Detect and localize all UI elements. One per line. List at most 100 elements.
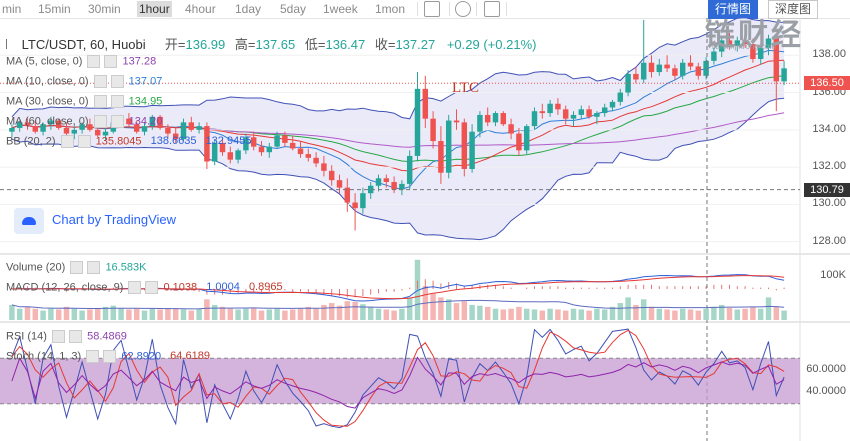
eye-icon[interactable]	[87, 55, 101, 68]
timeframe-30min[interactable]: 30min	[88, 2, 121, 16]
gear-icon[interactable]	[104, 55, 118, 68]
candle-body	[360, 193, 366, 209]
candle-body	[48, 120, 54, 125]
timeframe-15min[interactable]: 15min	[38, 2, 71, 16]
rsi-legend[interactable]: RSI (14) 58.4869	[6, 330, 127, 343]
ma5-legend[interactable]: MA (5, close, 0) 137.28	[6, 55, 156, 68]
chart-canvas[interactable]	[0, 18, 850, 441]
candle-body	[180, 122, 187, 140]
volume-bar	[406, 297, 413, 320]
volume-bar	[172, 308, 179, 320]
price-tick-label: 138.00	[812, 48, 846, 61]
candle-body	[445, 120, 452, 173]
timeframe-1week[interactable]: 1week	[323, 2, 358, 16]
volume-bar	[672, 310, 678, 320]
volume-bar	[765, 297, 772, 320]
timeframe-min[interactable]: min	[2, 2, 22, 16]
candle-body	[594, 113, 600, 117]
candle-body	[274, 135, 280, 147]
ma30-legend[interactable]: MA (30, close, 0) 134.95	[6, 95, 162, 108]
candle-body	[656, 64, 663, 73]
volume-bar	[734, 309, 741, 320]
volume-bar	[664, 309, 670, 320]
candle-body	[531, 111, 538, 127]
volume-legend[interactable]: Volume (20) 16.583K	[6, 261, 146, 274]
candle-body	[71, 129, 78, 134]
bb-legend[interactable]: BB (20, 2) 135.8045 138.6635 132.9455	[6, 135, 251, 148]
volume-bar	[703, 308, 709, 320]
gear-icon[interactable]	[69, 330, 83, 343]
candle-body	[172, 133, 179, 140]
bb-upper-value: 135.8045	[95, 135, 142, 148]
gear-icon[interactable]	[110, 75, 124, 88]
ma60-legend[interactable]: MA (60, close, 0) 134.20	[6, 115, 162, 128]
eye-icon[interactable]	[93, 95, 107, 108]
crosshair-price-badge: 130.79	[804, 182, 850, 197]
candle-body	[149, 116, 156, 127]
eye-icon[interactable]	[93, 75, 107, 88]
chart-view-toggle[interactable]: 行情图	[708, 0, 759, 19]
eye-icon[interactable]	[128, 281, 142, 294]
candle-body	[79, 124, 85, 130]
volume-bar	[555, 309, 561, 320]
eye-icon[interactable]	[70, 261, 84, 274]
volume-bar	[625, 297, 631, 320]
volume-bar	[726, 307, 733, 320]
toolbar-divider	[506, 2, 507, 16]
candle-body	[165, 127, 171, 134]
candle-body	[243, 137, 249, 151]
eye-icon[interactable]	[86, 350, 100, 363]
candle-body	[227, 152, 234, 160]
chart-style-icon[interactable]	[424, 1, 440, 17]
collapse-icon[interactable]	[6, 39, 13, 49]
volume-tick-label: 100K	[820, 269, 846, 281]
macd-legend[interactable]: MACD (12, 26, close, 9) 0.1038 1.0004 0.…	[6, 281, 283, 294]
gear-icon[interactable]	[145, 281, 159, 294]
bb-middle-value: 138.6635	[150, 135, 197, 148]
gear-icon[interactable]	[77, 135, 91, 148]
stoch-d-value: 64.6189	[170, 350, 210, 363]
bollinger-lower-line	[11, 97, 785, 241]
tradingview-link[interactable]: Chart by TradingView	[14, 206, 176, 234]
gear-icon[interactable]	[110, 95, 124, 108]
settings-icon[interactable]	[455, 1, 471, 17]
macd-signal-value: 0.8965	[248, 281, 283, 294]
volume-bar	[617, 303, 624, 320]
timeframe-1hour[interactable]: 1hour	[137, 1, 172, 17]
timeframe-1mon[interactable]: 1mon	[375, 2, 406, 16]
volume-bar	[313, 308, 319, 320]
stoch-legend[interactable]: Stoch (14, 1, 3) 62.8920 64.6189	[6, 350, 210, 363]
candle-body	[196, 126, 202, 130]
eye-icon[interactable]	[93, 115, 107, 128]
volume-bar	[523, 308, 530, 320]
timeframe-5day[interactable]: 5day	[280, 2, 307, 16]
gear-icon[interactable]	[103, 350, 117, 363]
candle-body	[734, 40, 741, 46]
volume-bar	[48, 308, 54, 320]
candle-body	[617, 92, 624, 102]
gear-icon[interactable]	[87, 261, 101, 274]
candle-body	[383, 178, 390, 183]
eye-icon[interactable]	[60, 135, 74, 148]
ma10-legend[interactable]: MA (10, close, 0) 137.07	[6, 75, 162, 88]
fullscreen-icon[interactable]	[484, 1, 500, 17]
gear-icon[interactable]	[110, 115, 124, 128]
candle-body	[500, 113, 507, 125]
candle-body	[461, 122, 468, 169]
candle-body	[391, 182, 397, 190]
volume-bar	[352, 301, 358, 320]
timeframe-4hour[interactable]: 4hour	[185, 2, 216, 16]
candle-body	[492, 113, 499, 123]
toolbar-divider	[476, 2, 477, 16]
ma10-line	[11, 49, 785, 190]
depth-view-toggle[interactable]: 深度图	[768, 0, 819, 19]
timeframe-1day[interactable]: 1day	[235, 2, 262, 16]
change-value: +0.29 (+0.21%)	[446, 37, 537, 52]
volume-bar	[211, 304, 218, 320]
candle-body	[539, 111, 546, 114]
volume-bar	[781, 310, 787, 320]
volume-bar	[165, 307, 171, 320]
volume-bar	[250, 307, 257, 320]
candle-body	[484, 114, 491, 123]
eye-icon[interactable]	[52, 330, 66, 343]
